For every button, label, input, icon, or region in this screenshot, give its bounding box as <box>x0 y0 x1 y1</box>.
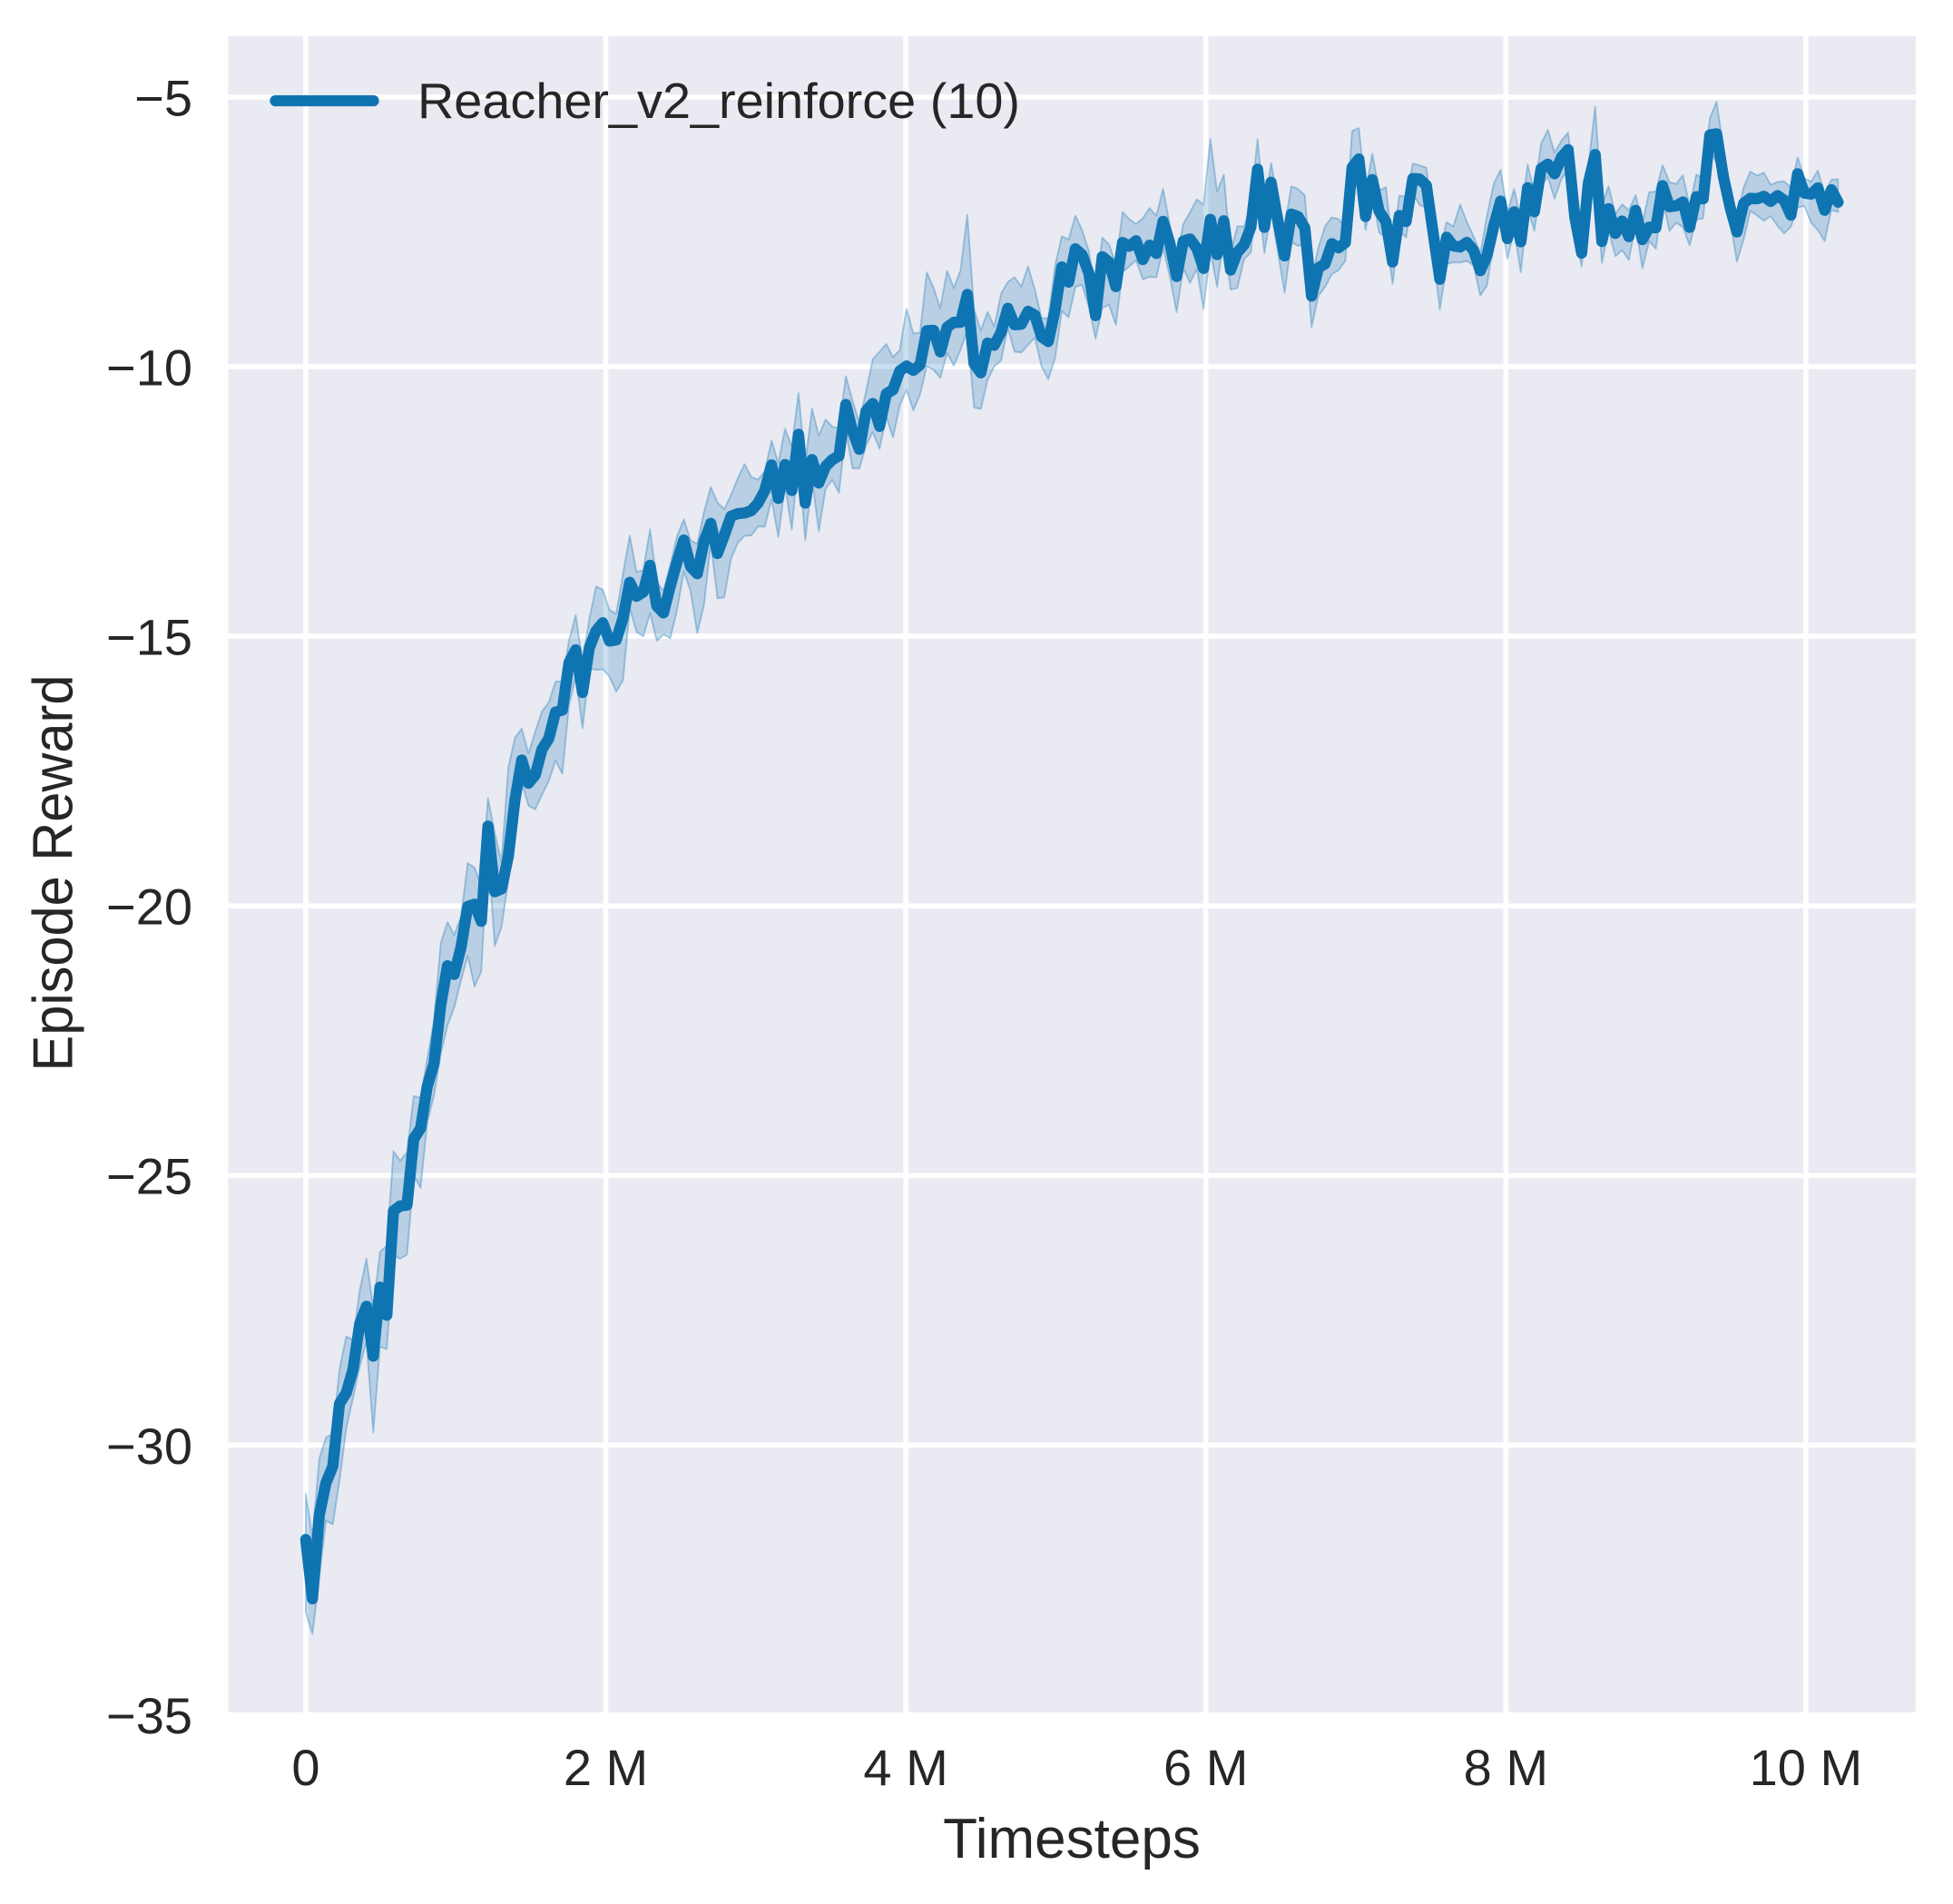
svg-text:0: 0 <box>291 1739 319 1796</box>
svg-text:−10: −10 <box>106 339 192 396</box>
svg-text:Reacher_v2_reinforce (10): Reacher_v2_reinforce (10) <box>417 73 1020 129</box>
svg-text:2 M: 2 M <box>564 1739 648 1796</box>
svg-text:−35: −35 <box>106 1687 192 1744</box>
svg-text:8 M: 8 M <box>1464 1739 1548 1796</box>
svg-text:−5: −5 <box>134 69 192 126</box>
svg-text:Episode Reward: Episode Reward <box>23 675 85 1072</box>
svg-text:10 M: 10 M <box>1750 1739 1863 1796</box>
svg-text:4 M: 4 M <box>863 1739 947 1796</box>
svg-text:−30: −30 <box>106 1418 192 1475</box>
svg-text:−20: −20 <box>106 878 192 936</box>
svg-text:6 M: 6 M <box>1163 1739 1248 1796</box>
svg-text:−15: −15 <box>106 609 192 666</box>
svg-text:Timesteps: Timesteps <box>943 1808 1201 1870</box>
svg-text:−25: −25 <box>106 1148 192 1205</box>
